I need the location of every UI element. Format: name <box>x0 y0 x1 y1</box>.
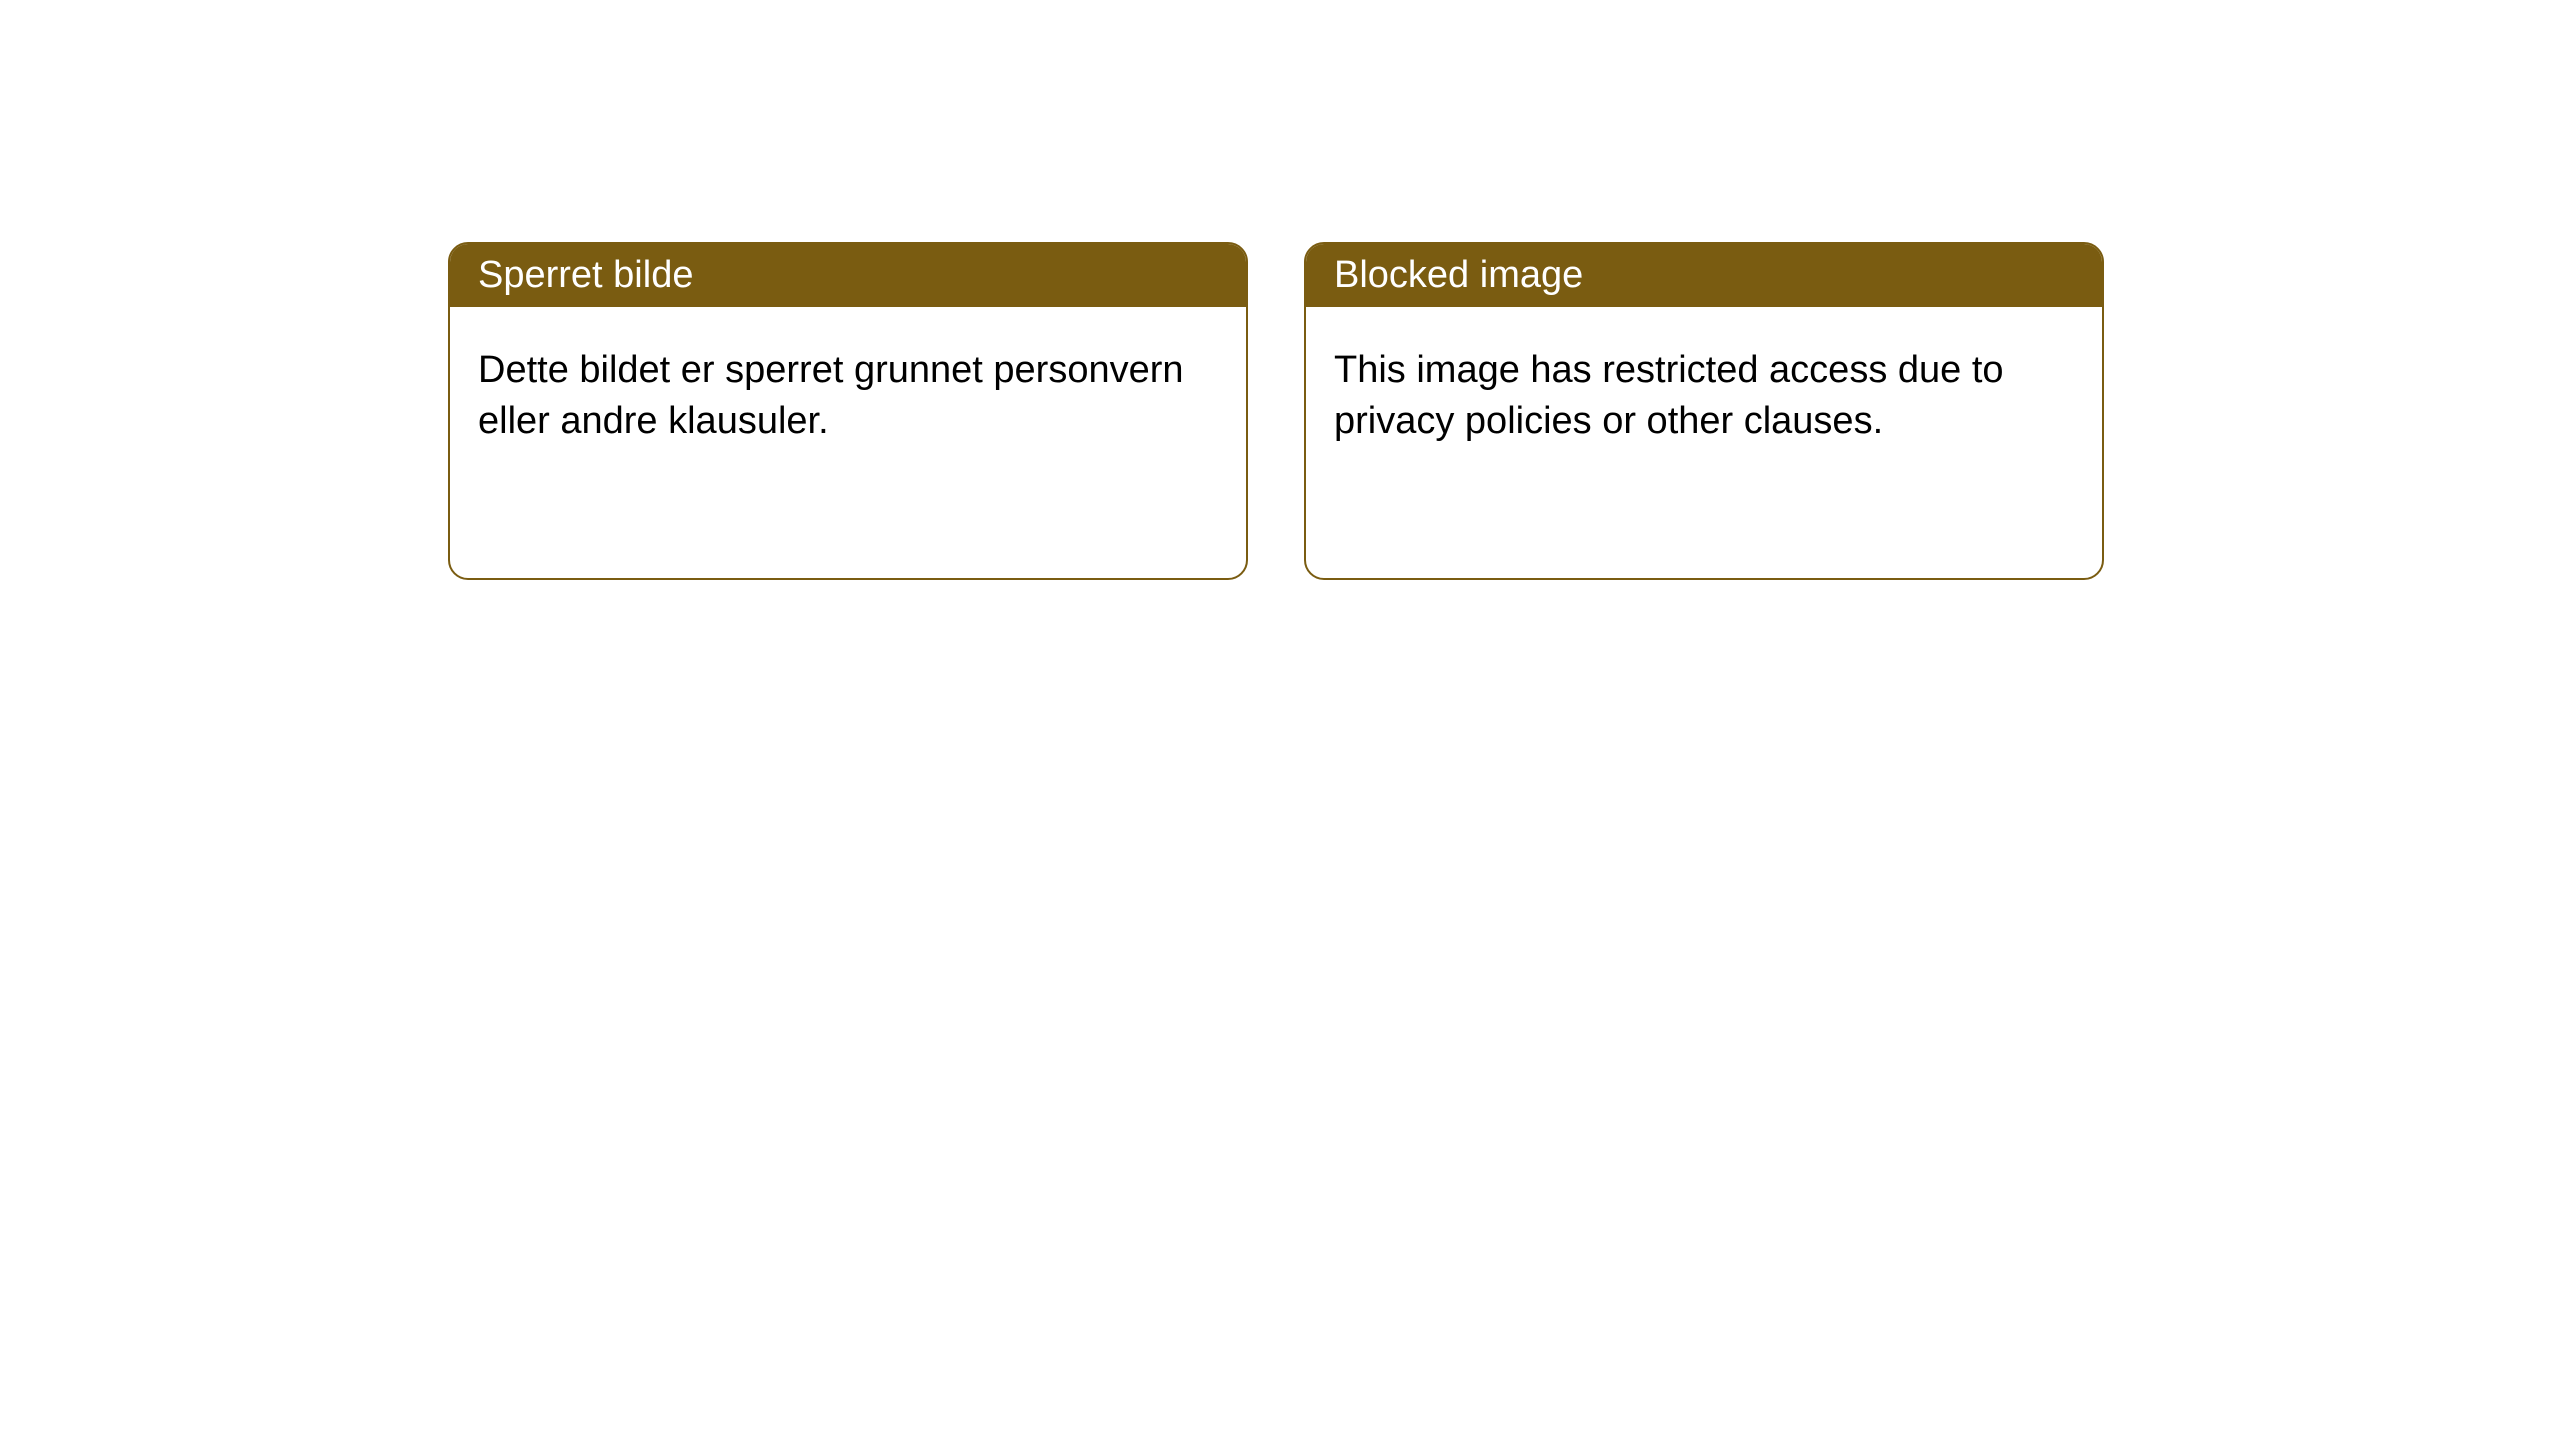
card-title: Blocked image <box>1334 254 1583 296</box>
card-body: Dette bildet er sperret grunnet personve… <box>450 307 1246 486</box>
notice-card-norwegian: Sperret bilde Dette bildet er sperret gr… <box>448 242 1248 580</box>
card-header: Sperret bilde <box>450 244 1246 307</box>
notice-container: Sperret bilde Dette bildet er sperret gr… <box>0 0 2560 580</box>
card-body-text: Dette bildet er sperret grunnet personve… <box>478 349 1184 442</box>
notice-card-english: Blocked image This image has restricted … <box>1304 242 2104 580</box>
card-body: This image has restricted access due to … <box>1306 307 2102 486</box>
card-body-text: This image has restricted access due to … <box>1334 349 2004 442</box>
card-header: Blocked image <box>1306 244 2102 307</box>
card-title: Sperret bilde <box>478 254 693 296</box>
